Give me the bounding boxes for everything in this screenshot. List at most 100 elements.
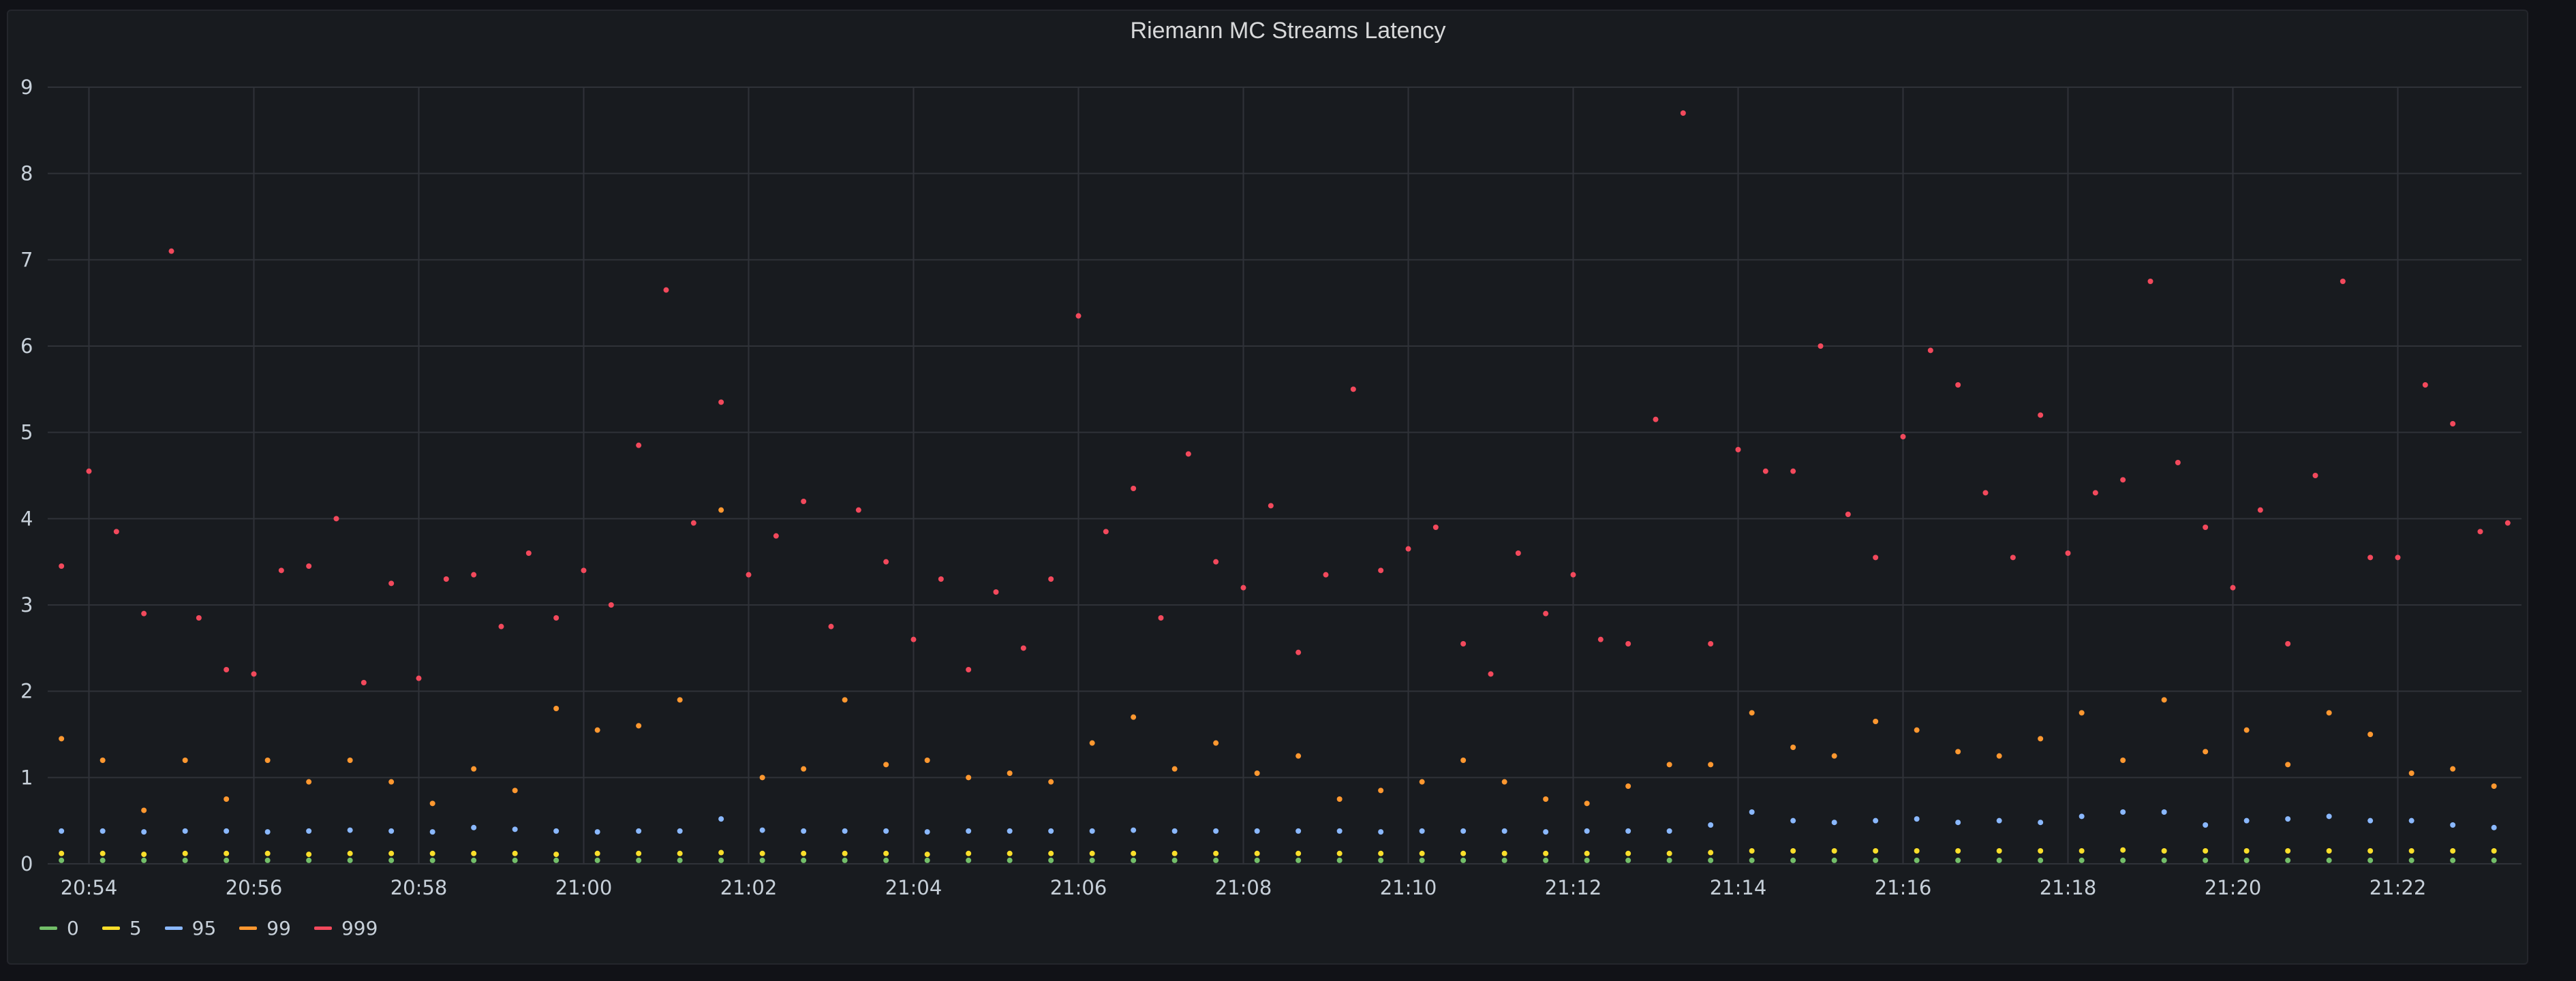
data-point xyxy=(1268,503,1274,509)
data-point xyxy=(306,857,312,863)
data-point xyxy=(1584,850,1590,856)
legend: 0 5 95 99 999 xyxy=(40,917,378,939)
data-point xyxy=(388,850,395,856)
data-point xyxy=(512,857,518,863)
data-point xyxy=(59,563,65,569)
data-point xyxy=(636,857,642,863)
data-point xyxy=(759,775,765,781)
data-point xyxy=(2203,749,2209,755)
data-point xyxy=(1955,382,1961,388)
data-point xyxy=(141,857,147,863)
data-point xyxy=(883,850,889,856)
data-point xyxy=(1171,857,1178,863)
data-point xyxy=(1295,857,1302,863)
data-point xyxy=(347,857,353,863)
data-point xyxy=(471,766,477,772)
data-point xyxy=(677,697,683,703)
data-point xyxy=(2175,460,2181,465)
data-point xyxy=(759,857,765,863)
data-point xyxy=(2326,848,2332,854)
data-point xyxy=(2450,766,2456,772)
data-point xyxy=(1336,857,1343,863)
data-point xyxy=(801,850,807,856)
data-point xyxy=(2367,555,2374,561)
data-point xyxy=(718,857,724,863)
data-point xyxy=(1089,857,1095,863)
legend-item[interactable]: 5 xyxy=(102,917,142,939)
data-point xyxy=(1831,848,1837,854)
data-point xyxy=(1749,857,1755,863)
data-point xyxy=(2161,848,2167,854)
data-point xyxy=(278,567,284,574)
data-point xyxy=(1543,829,1549,835)
data-point xyxy=(224,796,230,802)
data-point xyxy=(1048,857,1054,863)
data-point xyxy=(2203,857,2209,863)
data-point xyxy=(1007,850,1013,856)
legend-item[interactable]: 999 xyxy=(313,917,378,939)
data-point xyxy=(2092,490,2098,496)
data-point xyxy=(1762,468,1768,474)
series-0 xyxy=(59,857,2497,863)
data-point xyxy=(2450,421,2456,426)
data-point xyxy=(1625,783,1631,789)
data-point xyxy=(924,829,930,835)
data-point xyxy=(99,857,106,863)
data-point xyxy=(2038,848,2044,854)
legend-swatch xyxy=(102,926,120,930)
data-point xyxy=(1996,753,2002,759)
data-point xyxy=(553,852,559,858)
data-point xyxy=(2147,279,2153,284)
data-point xyxy=(924,758,930,763)
x-tick-label: 20:58 xyxy=(390,876,448,899)
data-point xyxy=(1213,740,1219,746)
data-point xyxy=(1914,816,1920,822)
data-point xyxy=(2203,822,2209,828)
data-point xyxy=(2285,848,2291,854)
data-point xyxy=(1048,828,1054,834)
data-point xyxy=(388,580,395,587)
data-point xyxy=(1295,649,1302,655)
x-tick-label: 21:06 xyxy=(1050,876,1107,899)
data-point xyxy=(182,828,188,834)
data-point xyxy=(388,857,395,863)
data-point xyxy=(910,636,917,642)
data-point xyxy=(1171,766,1178,772)
legend-item[interactable]: 0 xyxy=(40,917,79,939)
data-point xyxy=(2450,822,2456,828)
data-point xyxy=(1873,719,1879,724)
data-point xyxy=(1996,818,2002,824)
data-point xyxy=(553,706,559,711)
data-point xyxy=(1131,714,1137,720)
data-point xyxy=(2367,857,2374,863)
data-points xyxy=(59,110,2511,863)
series-95 xyxy=(59,809,2497,835)
legend-label: 0 xyxy=(67,917,79,939)
data-point xyxy=(1419,828,1425,834)
data-point xyxy=(883,857,889,863)
data-point xyxy=(1955,848,1961,854)
legend-item[interactable]: 95 xyxy=(164,917,216,939)
legend-label: 99 xyxy=(266,917,291,939)
y-tick-label: 8 xyxy=(20,162,33,185)
data-point xyxy=(1048,779,1054,785)
data-point xyxy=(1089,850,1095,856)
data-point xyxy=(718,507,724,513)
data-point xyxy=(2408,770,2414,776)
data-point xyxy=(924,852,930,858)
data-point xyxy=(2120,477,2126,483)
legend-item[interactable]: 99 xyxy=(239,917,291,939)
data-point xyxy=(1323,572,1329,578)
data-point xyxy=(966,828,972,834)
data-point xyxy=(416,675,422,681)
data-point xyxy=(224,667,230,672)
series-999 xyxy=(59,110,2511,685)
data-point xyxy=(2161,809,2167,815)
data-point xyxy=(1625,641,1631,647)
x-tick-label: 20:56 xyxy=(226,876,283,899)
data-point xyxy=(388,779,395,785)
data-point xyxy=(306,563,312,569)
data-point xyxy=(1873,818,1879,824)
data-point xyxy=(2491,824,2497,830)
